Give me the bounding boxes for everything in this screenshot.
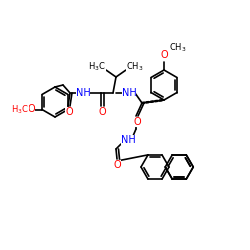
Text: NH: NH xyxy=(122,88,136,98)
Text: O: O xyxy=(113,160,121,170)
Text: O: O xyxy=(160,50,168,60)
Text: NH: NH xyxy=(76,88,90,98)
Text: O: O xyxy=(133,117,141,127)
Text: $\mathregular{CH_3}$: $\mathregular{CH_3}$ xyxy=(169,42,187,54)
Text: O: O xyxy=(65,107,73,117)
Text: $\mathregular{H_3C}$: $\mathregular{H_3C}$ xyxy=(11,103,29,116)
Text: NH: NH xyxy=(120,135,136,145)
Text: O: O xyxy=(98,107,106,117)
Text: $\mathregular{H_3C}$: $\mathregular{H_3C}$ xyxy=(88,61,106,73)
Text: O: O xyxy=(27,104,35,115)
Text: $\mathregular{CH_3}$: $\mathregular{CH_3}$ xyxy=(126,61,144,73)
